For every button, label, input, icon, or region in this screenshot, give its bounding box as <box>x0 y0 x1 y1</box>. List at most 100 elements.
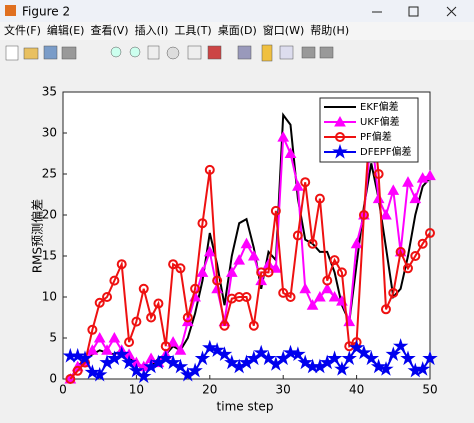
marker <box>69 347 86 363</box>
marker <box>121 354 137 370</box>
marker <box>124 337 135 348</box>
marker <box>240 237 253 249</box>
marker <box>263 267 274 278</box>
colorbar-icon[interactable] <box>261 44 273 62</box>
marker <box>94 297 105 308</box>
rotate-icon[interactable] <box>166 46 180 60</box>
marker <box>204 164 215 175</box>
marker <box>131 316 142 327</box>
zoom-out-icon[interactable] <box>129 46 141 58</box>
marker <box>174 344 187 355</box>
legend-label: EKF偏差 <box>360 100 399 113</box>
x-tick-label: 50 <box>422 383 437 397</box>
marker <box>225 266 238 277</box>
marker <box>168 259 179 270</box>
marker <box>422 350 438 366</box>
marker <box>380 304 391 315</box>
print-icon[interactable] <box>61 46 77 60</box>
marker <box>334 115 346 127</box>
menu-item[interactable]: 窗口(W) <box>263 23 304 37</box>
marker <box>370 358 387 374</box>
link-icon[interactable] <box>237 45 252 60</box>
marker <box>113 346 130 362</box>
menu-item[interactable]: 查看(V) <box>90 23 128 37</box>
menu-item[interactable]: 插入(I) <box>135 23 169 37</box>
marker <box>158 350 174 366</box>
marker <box>395 246 406 257</box>
marker <box>187 362 203 378</box>
marker <box>385 346 402 362</box>
marker <box>136 368 152 384</box>
marker <box>284 147 297 158</box>
marker <box>335 132 345 142</box>
marker <box>72 365 83 376</box>
marker <box>253 344 269 360</box>
toolbar-icons <box>5 44 334 62</box>
marker <box>153 298 164 309</box>
marker <box>332 143 348 159</box>
marker <box>297 354 313 370</box>
save-icon[interactable] <box>43 45 58 60</box>
legend-label: DFEPF偏差 <box>360 145 412 158</box>
y-tick-label: 20 <box>42 208 57 222</box>
marker <box>91 366 108 382</box>
marker <box>290 346 306 362</box>
marker <box>197 218 208 229</box>
marker <box>424 169 436 181</box>
zoom-in-icon[interactable] <box>110 46 122 58</box>
menu-item[interactable]: 编辑(E) <box>47 23 85 37</box>
marker <box>138 283 149 294</box>
marker <box>190 283 201 294</box>
marker <box>216 346 233 362</box>
maximize-button[interactable] <box>408 6 419 17</box>
menu-item[interactable]: 文件(F) <box>4 23 41 37</box>
marker <box>108 331 121 343</box>
marker <box>212 275 223 286</box>
open-icon[interactable] <box>23 47 39 60</box>
show-plot-icon[interactable] <box>319 46 334 59</box>
marker <box>314 290 326 302</box>
marker <box>241 292 252 302</box>
y-tick-label: 35 <box>42 85 57 99</box>
marker <box>202 339 218 355</box>
menu-item[interactable]: 帮助(H) <box>310 23 349 37</box>
legend-icon[interactable] <box>279 45 294 60</box>
marker <box>101 344 113 355</box>
marker <box>402 263 413 274</box>
close-button[interactable] <box>446 6 457 17</box>
brush-icon[interactable] <box>207 45 222 60</box>
marker <box>356 344 372 360</box>
marker <box>277 131 290 142</box>
hide-plot-icon[interactable] <box>301 46 316 59</box>
menu-bar <box>0 22 474 40</box>
marker <box>109 275 120 286</box>
marker <box>358 210 369 220</box>
marker <box>380 208 392 220</box>
marker <box>363 350 380 366</box>
menu-item[interactable]: 桌面(D) <box>218 24 257 37</box>
window-title: Figure 2 <box>22 5 70 19</box>
marker <box>329 255 340 266</box>
marker <box>175 263 186 274</box>
legend-label: PF偏差 <box>360 130 392 143</box>
marker <box>388 287 399 298</box>
new-icon[interactable] <box>5 45 19 61</box>
marker <box>65 374 76 384</box>
menu-item[interactable]: 工具(T) <box>174 24 211 37</box>
marker <box>348 339 365 355</box>
marker <box>93 331 106 343</box>
marker <box>165 354 181 370</box>
marker <box>387 184 400 195</box>
marker <box>77 350 93 366</box>
pan-icon[interactable] <box>147 45 160 60</box>
marker <box>410 251 421 261</box>
marker <box>194 350 211 366</box>
datacursor-icon[interactable] <box>187 45 202 60</box>
marker <box>233 254 246 265</box>
marker <box>160 341 171 352</box>
marker <box>172 358 189 374</box>
marker <box>300 177 311 188</box>
marker <box>328 290 341 302</box>
